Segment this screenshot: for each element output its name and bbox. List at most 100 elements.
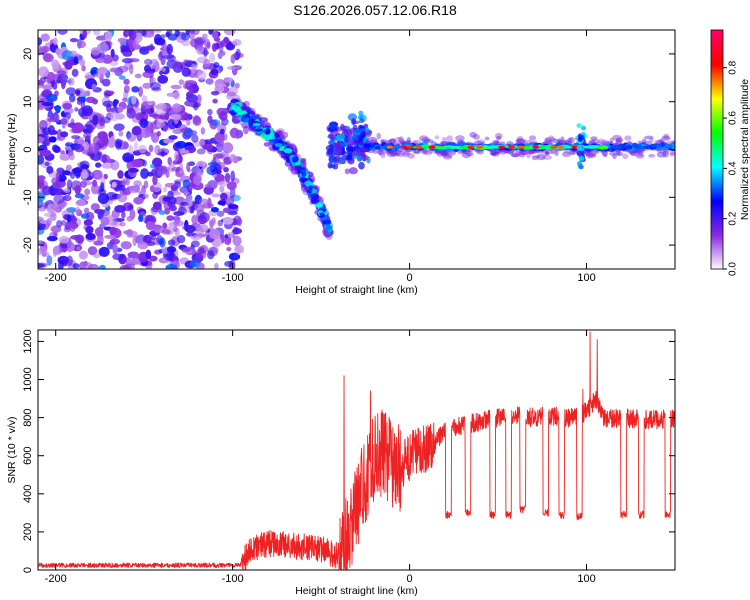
- spectrogram-trace-cell: [307, 185, 314, 189]
- spectrogram-noise-cell: [185, 82, 193, 90]
- spectrogram-noise-cell: [219, 128, 225, 135]
- spectrogram-band-halo: [599, 140, 610, 145]
- spectrogram-band-halo: [455, 135, 465, 142]
- spectrogram-noise-cell: [60, 131, 69, 138]
- spectrogram-noise-cell: [125, 177, 130, 186]
- spectrogram-noise-cell: [176, 235, 186, 244]
- colorbar-swatch: [711, 199, 723, 202]
- spectrogram-noise-cell: [161, 229, 171, 235]
- spectrogram-noise-cell: [203, 58, 211, 68]
- spectrogram-noise-cell: [83, 207, 90, 214]
- spectrogram-band-halo: [391, 150, 398, 155]
- spectrogram-band-halo: [380, 153, 386, 159]
- spectrogram-band-halo: [545, 151, 550, 156]
- spectrogram-noise-cell: [203, 185, 214, 195]
- spectrogram-band-core: [522, 145, 530, 149]
- spectrogram-band-halo: [407, 153, 415, 159]
- spectrogram-noise-cell: [39, 77, 45, 87]
- spectrogram-noise-cell: [216, 210, 225, 217]
- spectrogram-transition-cell: [352, 154, 360, 159]
- spectrogram-band-halo: [635, 153, 645, 159]
- colorbar-swatch: [711, 215, 723, 218]
- spectrogram-transition-cell: [327, 148, 334, 155]
- colorbar-swatch: [711, 123, 723, 127]
- y-tick-label: 1000: [22, 367, 34, 391]
- spectrogram-band-peak: [406, 145, 414, 149]
- colorbar-swatch: [711, 121, 723, 125]
- spectrogram-noise-cell: [117, 192, 128, 203]
- spectrogram-band-halo: [484, 136, 490, 141]
- spectrogram-noise-cell: [92, 179, 98, 187]
- spectrogram-noise-cell: [147, 100, 154, 106]
- spectrogram-noise-cell: [84, 188, 91, 196]
- spectrogram-noise-cell: [212, 153, 224, 160]
- spectrogram-band-halo: [412, 149, 421, 154]
- colorbar-swatch: [711, 263, 723, 266]
- spectrogram-noise-cell: [122, 152, 135, 163]
- spectrogram-noise-cell: [127, 204, 134, 210]
- spectrogram-noise-cell: [204, 183, 217, 188]
- spectrogram-noise-cell: [234, 82, 240, 89]
- colorbar-swatch: [711, 165, 723, 169]
- spectrogram-noise-cell: [128, 145, 134, 155]
- spectrogram-noise-cell: [186, 93, 198, 103]
- spectrogram-noise-cell: [94, 208, 106, 215]
- colorbar-swatch: [711, 137, 723, 141]
- spectrogram-band-halo: [436, 151, 447, 156]
- spectrogram-noise-cell: [94, 227, 104, 237]
- spectrogram-noise-cell: [128, 171, 134, 177]
- spectrogram-noise-cell: [166, 43, 173, 55]
- spectrogram-noise-cell: [60, 79, 66, 90]
- spectrogram-noise-cell: [69, 37, 79, 43]
- spectrogram-band-halo: [434, 150, 440, 155]
- spectrogram-noise-cell: [105, 214, 117, 226]
- spectrogram-noise-cell: [186, 184, 193, 193]
- spectrogram-band-halo: [394, 150, 402, 154]
- spectrogram-noise-cell: [194, 203, 205, 213]
- colorbar-swatch: [711, 39, 723, 43]
- spectrogram-band-halo: [442, 154, 453, 160]
- spectrogram-noise-cell: [129, 64, 134, 75]
- spectrogram-trace-cell: [283, 147, 293, 154]
- colorbar-swatch: [711, 37, 723, 41]
- spectrogram-band-cell: [665, 144, 672, 148]
- spectrogram-noise-cell: [109, 67, 118, 73]
- spectrogram-noise-cell: [65, 164, 72, 171]
- spectrogram-noise-cell: [208, 229, 221, 240]
- colorbar-swatch: [711, 261, 723, 264]
- spectrogram-trace-cell: [291, 156, 299, 163]
- spectrogram-band-halo: [376, 132, 381, 140]
- colorbar-swatch: [711, 139, 723, 143]
- colorbar-swatch: [711, 167, 723, 171]
- colorbar-swatch: [711, 249, 723, 252]
- spectrogram-band-halo: [381, 139, 388, 143]
- spectrogram-trace-cell: [304, 180, 313, 186]
- spectrogram-noise-cell: [104, 234, 116, 239]
- spectrogram-noise-cell: [118, 75, 126, 80]
- spectrogram-band-halo: [388, 138, 397, 145]
- spectrogram-band-halo: [516, 138, 527, 143]
- spectrogram-noise-cell: [210, 206, 219, 213]
- spectrogram-noise-cell: [68, 93, 76, 103]
- spectrogram-band-halo: [536, 153, 546, 161]
- spectrogram-noise-cell: [93, 30, 101, 36]
- spectrogram-band-halo: [390, 138, 396, 144]
- spectrogram-noise-cell: [150, 82, 161, 91]
- colorbar-swatch: [711, 237, 723, 240]
- spectrogram-band-cell: [635, 144, 642, 150]
- spectrogram-noise-cell: [110, 111, 119, 122]
- colorbar-swatch: [711, 93, 723, 97]
- spectrogram-noise-cell: [138, 214, 144, 222]
- spectrogram-band-halo: [461, 152, 472, 159]
- spectrogram-band-halo: [669, 152, 675, 156]
- spectrogram-band-halo: [514, 151, 521, 156]
- spectrogram-band-peak: [498, 145, 506, 149]
- spectrogram-noise-cell: [232, 39, 242, 46]
- spectrogram-noise-cell: [38, 181, 45, 189]
- spectrogram-noise-cell: [154, 144, 161, 156]
- spectrogram-band-halo: [440, 149, 449, 157]
- spectrogram-noise-cell: [189, 260, 201, 268]
- spectrogram-noise-cell: [196, 148, 206, 155]
- spectrogram-noise-cell: [224, 260, 234, 267]
- colorbar-swatch: [711, 81, 723, 85]
